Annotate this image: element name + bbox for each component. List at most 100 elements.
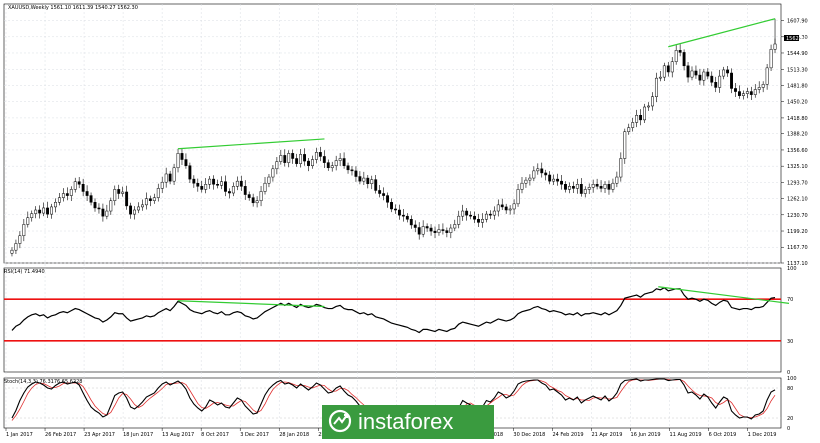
candle (520, 177, 524, 194)
candle (133, 206, 136, 220)
candle (287, 150, 291, 168)
candle (42, 202, 46, 217)
candle (93, 198, 97, 212)
candle (417, 222, 421, 240)
candle (587, 183, 591, 195)
candle (101, 203, 105, 222)
candle (397, 204, 401, 220)
stoch-panel-header: Stoch(14,3,3) 76.3176 65.6228 (4, 379, 82, 385)
candle (405, 213, 409, 223)
candle (726, 66, 730, 77)
candle (338, 153, 342, 166)
candle (662, 62, 666, 81)
candle (536, 163, 540, 175)
candle (330, 161, 334, 172)
rsi-tick-label: 30 (787, 339, 793, 345)
candle (204, 178, 208, 194)
candle (390, 198, 393, 213)
candle (259, 186, 263, 207)
candle (267, 173, 271, 188)
candle (188, 162, 192, 183)
candle (761, 81, 765, 93)
candle (678, 44, 682, 57)
candle (504, 203, 508, 214)
panel-frame (3, 267, 782, 373)
candle (121, 186, 125, 197)
candle (694, 65, 698, 79)
time-tick-label: 24 Feb 2019 (552, 432, 583, 438)
candle (255, 196, 259, 208)
candle (334, 155, 338, 171)
candle (745, 87, 749, 99)
candle (382, 187, 386, 201)
price-tick-label: 1293.70 (787, 180, 808, 186)
candle (583, 186, 587, 198)
candle (682, 49, 686, 71)
candle (734, 83, 737, 97)
candle (295, 153, 299, 167)
current-price-tag-bg (784, 35, 799, 41)
time-tick-label: 8 Oct 2017 (201, 432, 229, 438)
candle (706, 68, 710, 80)
candle (508, 205, 512, 215)
price-tick-label: 1607.90 (787, 19, 808, 25)
candle (560, 174, 563, 190)
price-tick-label: 1450.20 (787, 100, 808, 106)
candle (619, 152, 623, 182)
candle (386, 192, 390, 208)
candle (635, 109, 639, 128)
candle (212, 175, 216, 190)
rsi-panel-header: RSI(14) 71.4940 (4, 269, 45, 275)
rsi-tick-label: 100 (787, 266, 797, 272)
candle (362, 171, 366, 186)
candle (271, 164, 275, 182)
rsi-line (11, 287, 776, 334)
time-tick-label: 18 Jun 2017 (123, 432, 153, 438)
candle (46, 201, 49, 218)
price-tick-label: 1513.30 (787, 67, 808, 73)
candle (137, 202, 140, 214)
candle (279, 150, 283, 165)
candle (65, 187, 69, 201)
candle (38, 205, 42, 219)
price-tick-label: 1388.20 (787, 132, 808, 138)
candle (765, 63, 769, 90)
candle (303, 148, 306, 166)
time-tick-label: 28 Jan 2018 (279, 432, 309, 438)
candle (500, 198, 504, 211)
price-tick-label: 1199.20 (787, 229, 808, 235)
candle (251, 193, 255, 207)
candle (556, 173, 560, 186)
candle (366, 174, 370, 189)
candle (283, 149, 287, 167)
candle (615, 171, 619, 188)
candle (160, 176, 164, 194)
price-panel-header: XAUUSD,Weekly 1561.10 1611.39 1540.27 15… (8, 5, 138, 11)
candle (753, 84, 757, 98)
price-tick-label: 1325.10 (787, 164, 808, 170)
candle (394, 204, 397, 214)
candle (247, 191, 251, 201)
time-tick-label: 3 Dec 2017 (240, 432, 269, 438)
candle (97, 203, 101, 214)
candle (57, 193, 61, 206)
candle (220, 176, 223, 190)
candle (595, 178, 599, 190)
candle (571, 181, 575, 194)
stoch-tick-label: 80 (787, 386, 793, 392)
candle (141, 199, 144, 211)
candle (358, 171, 362, 185)
candle (409, 215, 413, 229)
candle (567, 182, 571, 194)
current-price-tag: 1562.30 (786, 36, 807, 42)
candle (548, 171, 552, 185)
candle (710, 71, 714, 87)
instaforex-watermark: instaforex (322, 405, 494, 439)
rsi-tick-label: 70 (787, 297, 793, 303)
rsi-axis: 100 70 30 0 (787, 266, 797, 376)
candle (326, 159, 330, 171)
candle (30, 210, 34, 222)
candle (481, 213, 484, 228)
